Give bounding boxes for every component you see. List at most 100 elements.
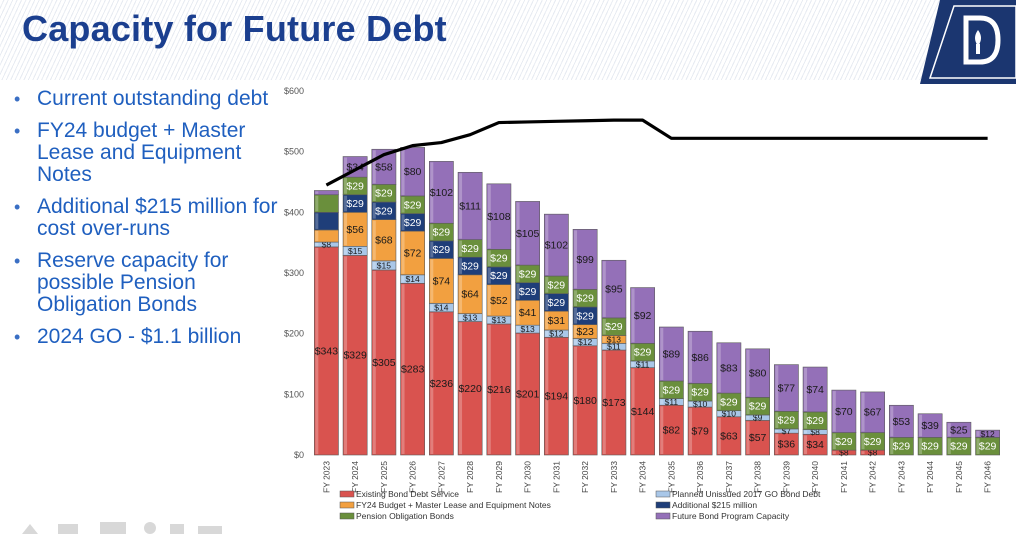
- bar-segment: [515, 201, 541, 266]
- data-label: $8: [810, 427, 820, 437]
- bar-highlight: [689, 332, 693, 383]
- bar-highlight: [602, 336, 606, 343]
- bar-highlight: [574, 325, 578, 338]
- data-label: $29: [548, 279, 566, 291]
- bar-highlight: [430, 224, 434, 240]
- bar-highlight: [430, 259, 434, 303]
- x-tick-label: FY 2031: [551, 461, 561, 493]
- bar-segment: [543, 213, 569, 277]
- data-label: $8: [322, 239, 332, 249]
- y-tick-label: $200: [284, 329, 304, 339]
- bar-segment: [917, 413, 943, 438]
- data-label: $70: [835, 406, 853, 418]
- bar-highlight: [689, 408, 693, 454]
- bar-highlight: [947, 438, 951, 454]
- bar-segment: [313, 246, 339, 456]
- data-label: $29: [576, 293, 594, 305]
- bar-highlight: [545, 277, 549, 293]
- data-label: $13: [463, 313, 477, 323]
- data-label: $67: [864, 407, 882, 419]
- x-tick-label: FY 2027: [436, 461, 446, 493]
- data-label: $15: [348, 246, 362, 256]
- data-label: $13: [521, 324, 535, 334]
- bullet-item: Additional $215 million for cost over-ru…: [10, 196, 278, 240]
- bar-highlight: [315, 195, 319, 212]
- bar-segment: [543, 337, 569, 456]
- bar-highlight: [487, 285, 491, 316]
- data-label: $329: [343, 350, 367, 362]
- bar-highlight: [372, 185, 376, 202]
- bar-segment: [342, 255, 368, 456]
- y-tick-label: $400: [284, 207, 304, 217]
- data-label: $29: [864, 436, 882, 448]
- bar-highlight: [401, 148, 405, 195]
- data-label: $111: [459, 200, 481, 212]
- bullet-item: 2024 GO - $1.1 billion: [10, 326, 278, 349]
- data-label: $41: [519, 307, 537, 319]
- bar-segment: [888, 404, 914, 438]
- bar-highlight: [832, 433, 836, 450]
- bar-highlight: [717, 394, 721, 410]
- bar-segment: [773, 364, 799, 412]
- bar-highlight: [976, 438, 980, 454]
- bar-highlight: [430, 162, 434, 223]
- bar-highlight: [344, 195, 348, 212]
- data-label: $29: [778, 415, 796, 427]
- bar-highlight: [890, 438, 894, 454]
- bar-highlight: [775, 429, 779, 433]
- legend-swatch: [339, 512, 355, 520]
- data-label: $86: [691, 352, 709, 364]
- bar-segment: [313, 190, 339, 196]
- bar-segment: [572, 345, 598, 456]
- bar-highlight: [372, 150, 376, 184]
- bar-segment: [601, 259, 627, 319]
- bar-highlight: [516, 283, 520, 300]
- data-label: $7: [782, 426, 792, 436]
- bar-highlight: [804, 435, 808, 454]
- bar-segment: [831, 389, 857, 433]
- data-label: $105: [516, 228, 540, 240]
- bar-highlight: [804, 412, 808, 429]
- data-label: $56: [346, 224, 364, 236]
- bar-highlight: [545, 215, 549, 276]
- data-label: $15: [377, 260, 391, 270]
- bar-highlight: [775, 434, 779, 454]
- data-label: $29: [490, 253, 508, 265]
- bar-segment: [515, 332, 541, 456]
- data-label: $29: [346, 198, 364, 210]
- bar-highlight: [459, 275, 463, 313]
- data-label: $25: [950, 424, 968, 436]
- data-label: $77: [778, 382, 796, 394]
- x-tick-label: FY 2039: [781, 461, 791, 493]
- bar-segment: [457, 321, 483, 456]
- data-label: $68: [375, 235, 393, 247]
- data-label: $343: [315, 345, 339, 357]
- data-label: $29: [634, 347, 652, 359]
- x-tick-label: FY 2026: [408, 461, 418, 493]
- data-label: $29: [921, 441, 939, 453]
- x-tick-label: FY 2025: [379, 461, 389, 493]
- data-label: $29: [519, 268, 537, 280]
- x-tick-label: FY 2032: [580, 461, 590, 493]
- bar-segment: [745, 420, 770, 456]
- bar-highlight: [401, 232, 405, 274]
- legend-label: Additional $215 million: [672, 500, 757, 510]
- x-tick-label: FY 2041: [839, 461, 849, 493]
- x-tick-label: FY 2044: [925, 461, 935, 493]
- bar-highlight: [861, 392, 865, 432]
- bar-highlight: [746, 398, 750, 414]
- bar-highlight: [775, 412, 779, 428]
- data-label: $102: [430, 187, 454, 199]
- bullet-item: Reserve capacity for possible Pension Ob…: [10, 250, 278, 316]
- bar-highlight: [487, 250, 491, 266]
- data-label: $216: [487, 384, 511, 396]
- bar-segment: [630, 367, 655, 456]
- bar-highlight: [919, 438, 923, 454]
- bar-segment: [716, 342, 742, 394]
- bar-highlight: [660, 406, 664, 454]
- bar-segment: [687, 406, 713, 456]
- bar-highlight: [372, 261, 376, 269]
- bar-highlight: [574, 290, 578, 306]
- legend-label: Existing Bond Debt Service: [356, 489, 459, 499]
- bar-segment: [457, 171, 483, 240]
